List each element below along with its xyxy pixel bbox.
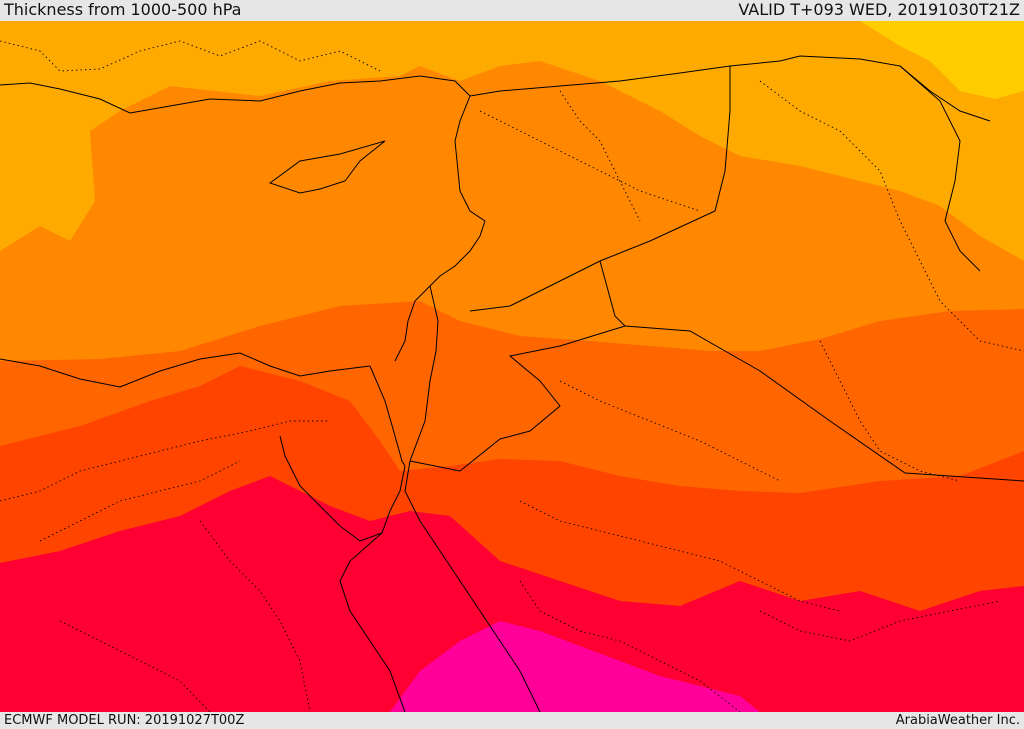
thickness-map — [0, 21, 1024, 712]
valid-time: VALID T+093 WED, 20191030T21Z — [738, 0, 1020, 19]
header-bar: Thickness from 1000-500 hPa VALID T+093 … — [0, 0, 1024, 21]
band-6 — [0, 476, 1024, 712]
model-run: ECMWF MODEL RUN: 20191027T00Z — [4, 713, 245, 728]
admin-boundaries — [0, 40, 1024, 712]
band-1 — [860, 21, 1024, 99]
footer-bar: ECMWF MODEL RUN: 20191027T00Z ArabiaWeat… — [0, 712, 1024, 729]
credit: ArabiaWeather Inc. — [895, 713, 1020, 728]
band-7 — [390, 621, 760, 712]
country-borders — [0, 55, 1024, 712]
chart-title: Thickness from 1000-500 hPa — [4, 0, 242, 19]
